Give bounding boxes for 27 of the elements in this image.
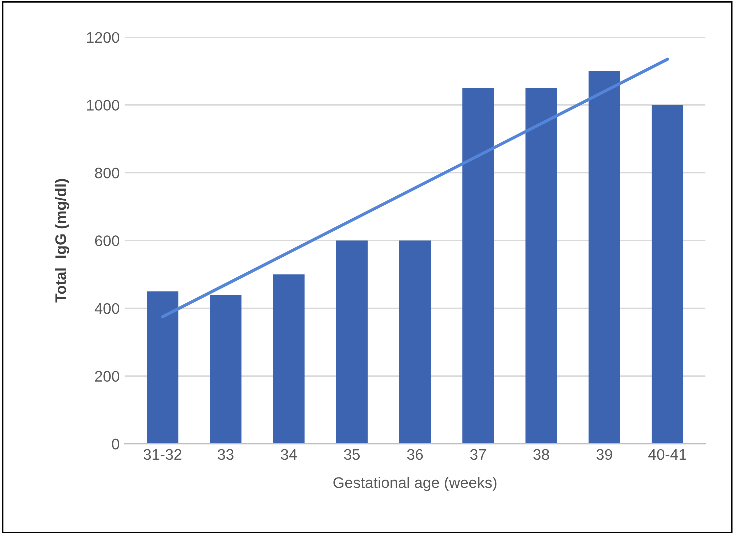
y-tick-label: 400 [94,303,120,314]
y-tick-label: 600 [95,236,120,246]
x-tick-label: 33 [218,449,234,460]
x-tick-label: 35 [344,449,360,460]
x-tick-label: 38 [534,449,550,460]
y-tick-label: 200 [95,371,120,382]
y-axis-title: Total IgG (mg/dl) [55,179,70,303]
bar [399,240,432,444]
y-tick-label: 1200 [87,32,120,44]
y-tick-label: 800 [95,168,120,179]
y-tick-label: 0 [112,438,120,450]
x-tick-label: 34 [281,449,298,460]
bar [588,71,620,444]
bar [336,240,368,444]
bar [652,105,684,444]
x-tick-label: 37 [470,449,486,460]
x-tick-label: 39 [596,449,612,460]
bar [210,294,242,444]
bar [526,88,558,444]
x-tick-label: 36 [407,449,424,460]
bar [462,88,494,444]
x-axis-title: Gestational age (weeks) [334,477,497,492]
x-tick-label: 40-41 [648,449,687,460]
bar [273,274,305,444]
x-tick-label: 31-32 [144,449,182,460]
y-tick-label: 1000 [87,100,120,111]
bar [147,292,179,444]
